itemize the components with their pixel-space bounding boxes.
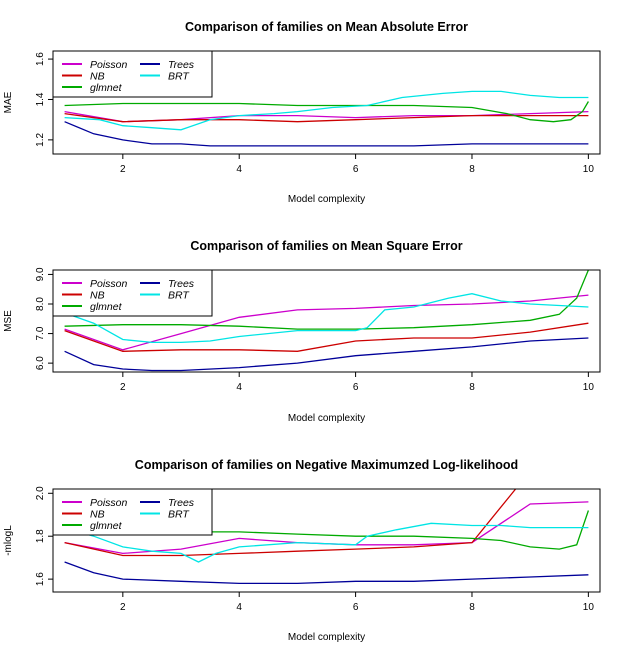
plot-frame [52, 488, 601, 593]
chart-title: Comparison of families on Negative Maxim… [135, 458, 518, 472]
x-tick-label: 8 [469, 382, 475, 393]
chart-title: Comparison of families on Mean Absolute … [185, 20, 468, 34]
series-line-trees [64, 121, 589, 147]
x-tick-label: 4 [236, 164, 242, 175]
y-axis-label: MSE [3, 310, 14, 332]
chart-title: Comparison of families on Mean Square Er… [190, 239, 462, 253]
y-tick-label: 9.0 [35, 267, 46, 281]
series-line-poisson [64, 294, 589, 351]
x-tick-label: 10 [583, 164, 595, 175]
legend-label: Poisson [90, 59, 128, 71]
series-line-nb [64, 322, 589, 352]
legend-label: glmnet [90, 520, 123, 532]
legend-box [52, 50, 213, 98]
series-lines [64, 90, 589, 147]
y-tick-label: 2.0 [35, 486, 46, 500]
x-tick-label: 8 [469, 164, 475, 175]
x-tick-label: 8 [469, 602, 475, 613]
legend-label: glmnet [90, 82, 123, 94]
y-tick-label: 1.4 [35, 92, 46, 106]
plot-frame [52, 50, 601, 155]
series-line-glmnet [64, 101, 589, 123]
series-line-nb [64, 489, 517, 557]
legend-box [52, 269, 213, 317]
y-tick-label: 1.2 [35, 132, 46, 146]
legend-label: NB [90, 71, 105, 83]
legend-label: Trees [168, 497, 195, 509]
legend-label: Trees [168, 278, 195, 290]
series-line-trees [64, 561, 589, 585]
x-axis-label: Model complexity [288, 632, 365, 643]
y-tick-label: 8.0 [35, 297, 46, 311]
series-line-nb [64, 112, 589, 123]
series-line-glmnet [64, 270, 590, 330]
y-tick-label: 1.6 [35, 572, 46, 586]
y-axis-label: MAE [3, 91, 14, 113]
x-tick-label: 4 [236, 382, 242, 393]
legend-label: glmnet [90, 301, 123, 313]
x-tick-label: 6 [353, 164, 359, 175]
x-axis-label: Model complexity [288, 194, 365, 205]
legend-label: NB [90, 509, 105, 521]
legend-box [52, 488, 213, 536]
chart-panel-2: Comparison of families on Mean Square Er… [3, 239, 601, 424]
series-lines [64, 270, 590, 372]
series-line-brt [64, 522, 589, 563]
x-tick-label: 2 [120, 382, 126, 393]
x-tick-label: 10 [583, 382, 595, 393]
legend-label: BRT [168, 71, 190, 83]
x-tick-label: 4 [236, 602, 242, 613]
legend-label: BRT [168, 290, 190, 302]
chart-panel-3: Comparison of families on Negative Maxim… [3, 458, 601, 643]
legend-label: Poisson [90, 497, 128, 509]
y-tick-label: 1.8 [35, 529, 46, 543]
legend-label: Poisson [90, 278, 128, 290]
plot-frame [52, 269, 601, 373]
y-tick-label: 1.6 [35, 52, 46, 66]
legend-label: BRT [168, 509, 190, 521]
legend-label: NB [90, 290, 105, 302]
x-axis-label: Model complexity [288, 413, 365, 424]
y-tick-label: 6.0 [35, 356, 46, 370]
series-line-brt [64, 90, 589, 131]
series-line-brt [64, 293, 589, 344]
x-tick-label: 2 [120, 602, 126, 613]
x-tick-label: 10 [583, 602, 595, 613]
series-lines [64, 489, 590, 585]
x-tick-label: 6 [353, 602, 359, 613]
y-tick-label: 7.0 [35, 326, 46, 340]
series-line-trees [64, 337, 589, 372]
legend-label: Trees [168, 59, 195, 71]
chart-panel-1: Comparison of families on Mean Absolute … [3, 20, 601, 205]
x-tick-label: 6 [353, 382, 359, 393]
x-tick-label: 2 [120, 164, 126, 175]
y-axis-label: -mlogL [3, 525, 14, 556]
